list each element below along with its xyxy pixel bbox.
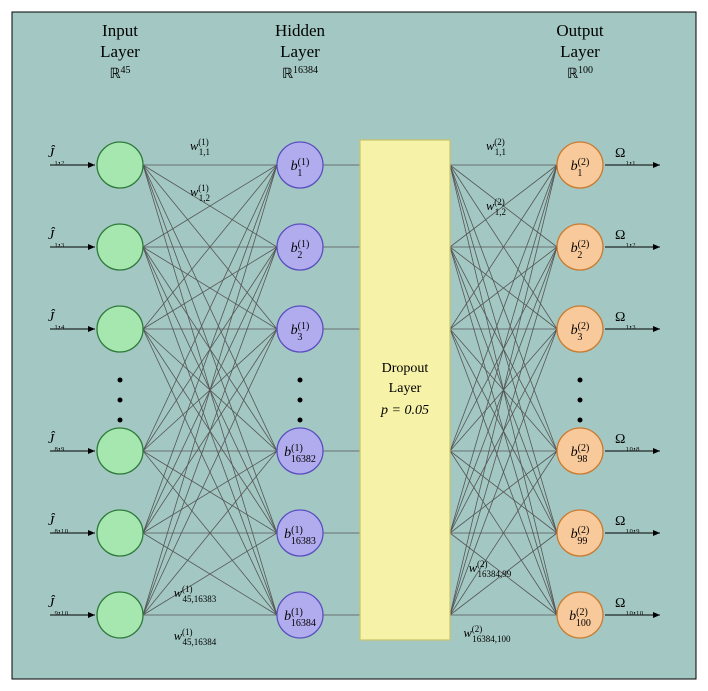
ellipsis-dot [298,378,303,383]
hidden-header-2: Layer [280,42,320,61]
ellipsis-dot [118,418,123,423]
ellipsis-dot [578,418,583,423]
dropout-label-2: Layer [389,381,422,396]
input-node-4 [97,510,143,556]
input-node-1 [97,224,143,270]
ellipsis-dot [298,398,303,403]
dropout-p: p = 0.05 [380,403,429,418]
input-header-1: Input [102,21,138,40]
input-node-5 [97,592,143,638]
ellipsis-dot [578,378,583,383]
input-node-2 [97,306,143,352]
dropout-label-1: Dropout [382,361,429,376]
input-node-3 [97,428,143,474]
input-node-0 [97,142,143,188]
output-header-1: Output [556,21,604,40]
ellipsis-dot [578,398,583,403]
input-header-2: Layer [100,42,140,61]
hidden-header-1: Hidden [275,21,326,40]
ellipsis-dot [118,378,123,383]
ellipsis-dot [118,398,123,403]
output-header-2: Layer [560,42,600,61]
ellipsis-dot [298,418,303,423]
